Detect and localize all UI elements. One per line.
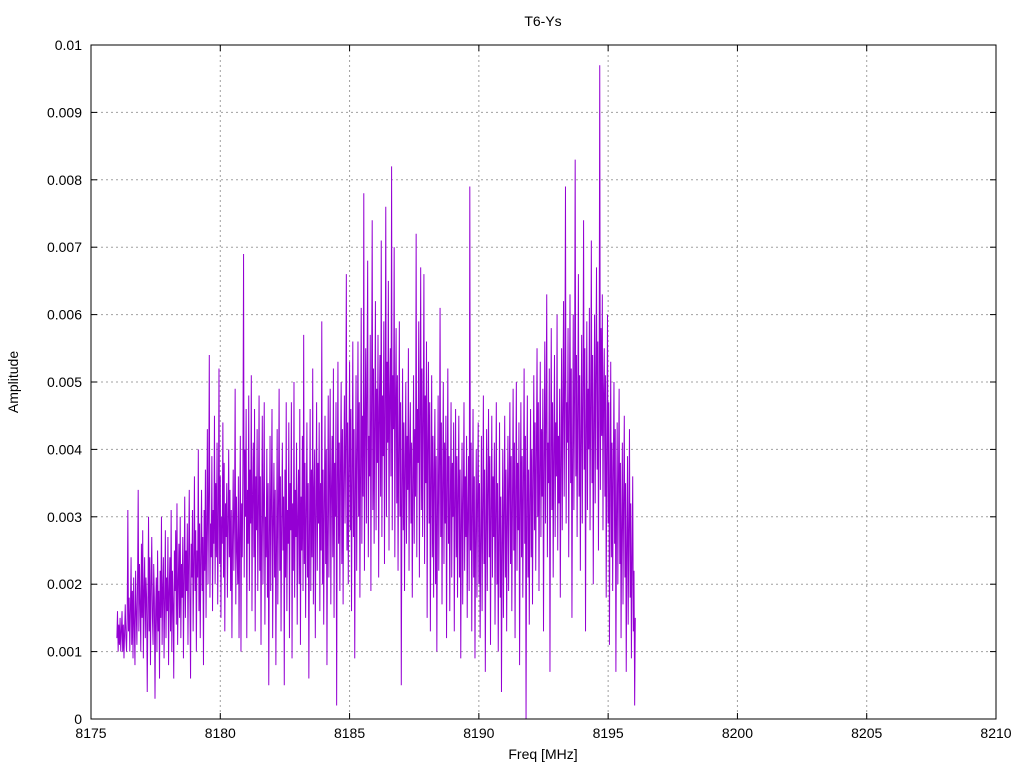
y-tick-label: 0.006 [47, 307, 82, 323]
y-tick-label: 0.003 [47, 509, 82, 525]
series-line-0 [116, 65, 636, 720]
chart-title: T6-Ys [524, 13, 561, 29]
x-tick-label: 8200 [722, 725, 753, 741]
plot-area [116, 65, 636, 720]
y-tick-label: 0.008 [47, 172, 82, 188]
y-tick-label: 0.01 [55, 37, 82, 53]
y-tick-label: 0.004 [47, 441, 82, 457]
x-tick-label: 8185 [334, 725, 365, 741]
y-tick-label: 0.007 [47, 239, 82, 255]
y-tick-label: 0.009 [47, 104, 82, 120]
y-tick-label: 0 [74, 711, 82, 727]
y-tick-label: 0.005 [47, 374, 82, 390]
tick-marks [90, 44, 997, 720]
y-tick-label: 0.001 [47, 644, 82, 660]
y-axis-title: Amplitude [5, 351, 21, 413]
x-tick-label: 8205 [851, 725, 882, 741]
y-axis-tick-labels: 0 0.001 0.002 0.003 0.004 0.005 0.006 0.007 0.00… [47, 37, 82, 727]
x-axis-title: Freq [MHz] [508, 746, 577, 762]
x-tick-label: 8180 [205, 725, 236, 741]
x-tick-label: 8175 [75, 725, 106, 741]
x-axis-tick-labels: 8175 8180 8185 8190 8195 8200 8205 8210 [75, 725, 1011, 741]
x-tick-label: 8195 [593, 725, 624, 741]
y-tick-label: 0.002 [47, 576, 82, 592]
x-tick-label: 8210 [980, 725, 1011, 741]
x-tick-label: 8190 [463, 725, 494, 741]
